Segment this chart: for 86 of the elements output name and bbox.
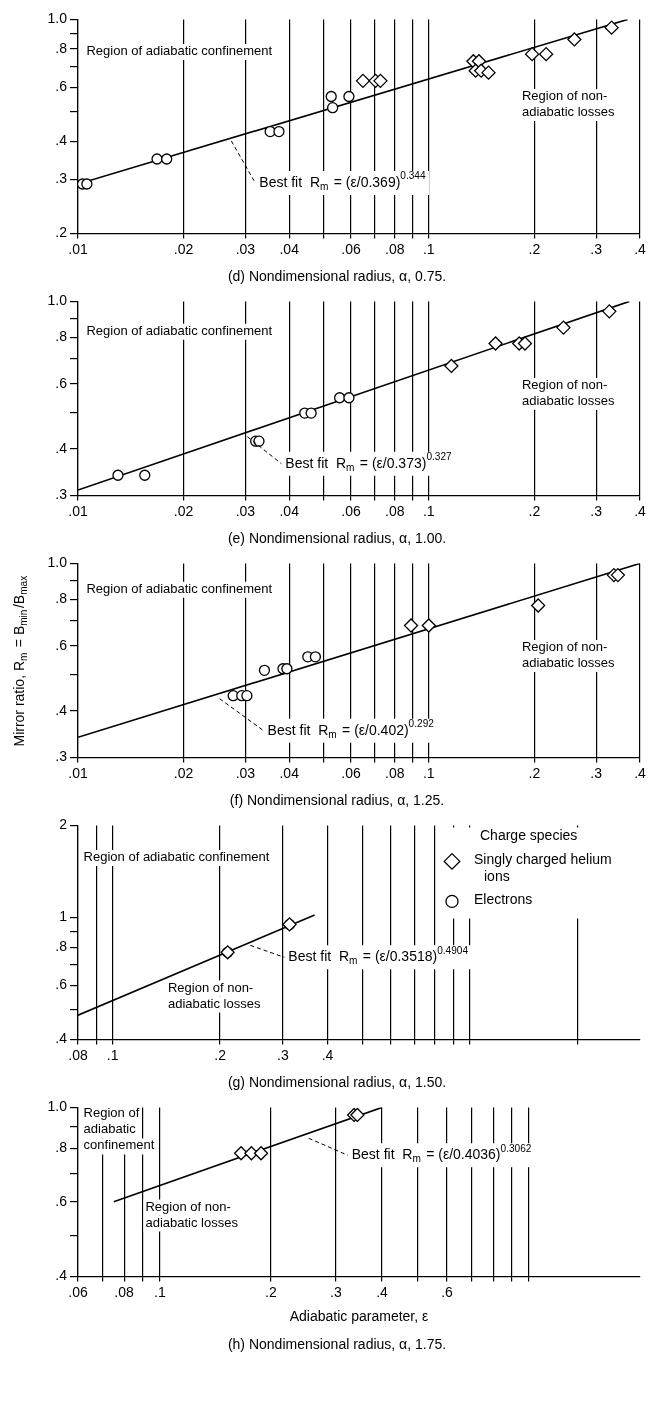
x-tick-label: .3 [330, 1283, 342, 1300]
x-tick-label: .3 [277, 1046, 289, 1063]
annotation: Region of adiabatic confinement [86, 322, 273, 338]
x-tick-label: .01 [68, 764, 88, 781]
y-tick-label: 1.0 [47, 554, 68, 571]
x-tick-label: .02 [173, 764, 194, 781]
y-tick-label: .6 [55, 78, 68, 95]
x-tick-label: .08 [385, 502, 405, 519]
x-tick-label: .4 [634, 502, 647, 519]
text: (g) Nondimensional radius, α, 1.50. [227, 1074, 447, 1091]
y-tick-label: 1.0 [47, 1098, 68, 1115]
x-tick-label: .06 [341, 502, 361, 519]
x-tick-label: .4 [634, 764, 647, 781]
y-tick-label: .8 [55, 1139, 68, 1156]
text: (h) Nondimensional radius, α, 1.75. [227, 1336, 447, 1353]
x-tick-label: .3 [590, 502, 603, 519]
x-tick-label: .1 [106, 1046, 119, 1063]
x-tick-label: .06 [341, 240, 361, 257]
x-tick-label: .1 [422, 764, 435, 781]
x-tick-label: .03 [235, 502, 256, 519]
text: (d) Nondimensional radius, α, 0.75. [227, 268, 447, 285]
annotation: Region of non-adiabatic losses [167, 979, 261, 1011]
annotation: Region of non-adiabatic losses [521, 88, 615, 120]
y-tick-label: 2 [59, 816, 68, 833]
y-tick-label: .4 [55, 1267, 68, 1284]
x-tick-label: .08 [114, 1283, 135, 1300]
x-tick-label: .08 [68, 1046, 88, 1063]
x-tick-label: .03 [235, 240, 256, 257]
x-tick-label: .4 [634, 240, 647, 257]
x-axis-title: Adiabatic parameter, ε [289, 1307, 429, 1324]
text: (e) Nondimensional radius, α, 1.00. [227, 530, 447, 547]
annotation: Region of non-adiabatic losses [521, 377, 615, 409]
x-tick-label: .4 [376, 1283, 389, 1300]
x-tick-label: .08 [385, 240, 405, 257]
x-tick-label: .06 [341, 764, 361, 781]
y-tick-label: .8 [55, 39, 68, 56]
x-tick-label: .2 [214, 1046, 227, 1063]
annotation: Region of non-adiabatic losses [145, 1198, 239, 1230]
y-tick-label: 1.0 [47, 292, 68, 309]
y-tick-label: .2 [55, 224, 68, 241]
x-tick-label: .1 [422, 240, 435, 257]
x-tick-label: .6 [441, 1283, 454, 1300]
y-tick-label: .8 [55, 590, 68, 607]
legend-label: Electrons [474, 891, 533, 908]
y-tick-label: .6 [55, 636, 68, 653]
x-tick-label: .2 [528, 764, 541, 781]
y-tick-label: .8 [55, 328, 68, 345]
x-tick-label: .03 [235, 764, 256, 781]
x-tick-label: .3 [590, 240, 603, 257]
annotation: Region of adiabatic confinement [86, 580, 273, 596]
y-tick-label: 1.0 [47, 10, 68, 27]
y-tick-label: .3 [55, 170, 68, 187]
x-tick-label: .01 [68, 502, 88, 519]
y-tick-label: .4 [55, 701, 68, 718]
annotation: Region of adiabatic confinement [83, 849, 270, 865]
x-tick-label: .1 [154, 1283, 166, 1300]
x-tick-label: .01 [68, 240, 88, 257]
y-tick-label: .8 [55, 938, 68, 955]
x-tick-label: .08 [385, 764, 405, 781]
y-tick-label: .6 [55, 1192, 68, 1209]
x-tick-label: .02 [173, 240, 194, 257]
legend-label: Singly charged helium ions [474, 851, 612, 885]
y-tick-label: .3 [55, 748, 68, 765]
x-tick-label: .04 [279, 502, 300, 519]
annotation: Region of non-adiabatic losses [521, 639, 615, 671]
x-tick-label: .2 [528, 240, 541, 257]
y-tick-label: .6 [55, 374, 68, 391]
y-tick-label: .3 [55, 486, 68, 503]
x-tick-label: .04 [279, 240, 300, 257]
x-tick-label: .3 [590, 764, 603, 781]
text: (f) Nondimensional radius, α, 1.25. [229, 792, 445, 809]
x-tick-label: .04 [279, 764, 300, 781]
x-tick-label: .02 [173, 502, 194, 519]
x-tick-label: .4 [321, 1046, 334, 1063]
x-tick-label: .2 [265, 1283, 278, 1300]
y-tick-label: .4 [55, 1030, 68, 1047]
y-tick-label: 1 [59, 908, 68, 925]
x-tick-label: .1 [422, 502, 435, 519]
x-tick-label: .06 [68, 1283, 88, 1300]
y-tick-label: .4 [55, 132, 68, 149]
annotation: Region of adiabatic confinement [83, 1105, 155, 1153]
y-tick-label: .4 [55, 439, 68, 456]
y-tick-label: .6 [55, 976, 68, 993]
x-tick-label: .2 [528, 502, 541, 519]
legend-title: Charge species [480, 827, 578, 844]
annotation: Region of adiabatic confinement [86, 43, 273, 59]
